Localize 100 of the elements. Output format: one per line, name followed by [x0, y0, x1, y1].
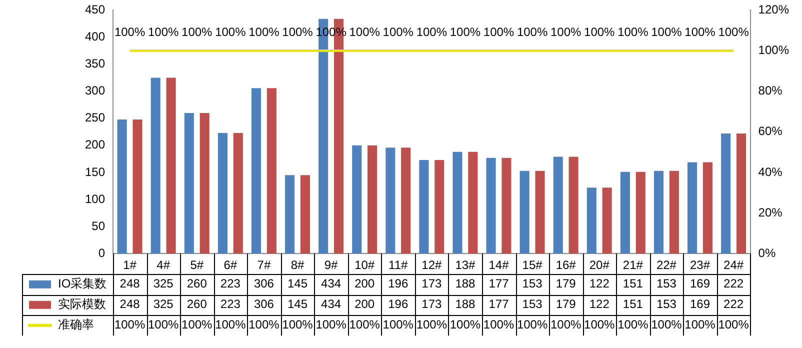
- text: 100%: [550, 25, 582, 40]
- bar: [586, 188, 596, 254]
- x-tick-label: 7#: [257, 258, 271, 272]
- text: 100%: [483, 25, 514, 40]
- text: 100%: [450, 25, 481, 40]
- data-label: 222: [724, 276, 744, 291]
- bar: [602, 188, 612, 254]
- data-label: 151: [622, 297, 644, 312]
- bar: [636, 172, 646, 254]
- y2-tick-label: 120%: [758, 2, 790, 17]
- bar: [184, 112, 194, 254]
- bar: [486, 158, 496, 254]
- y-tick-label: 100: [84, 192, 106, 206]
- bar: [401, 148, 411, 254]
- data-label: 434: [321, 297, 342, 312]
- y-tick-label: 250: [84, 110, 106, 125]
- x-tick-label: 12#: [422, 258, 442, 272]
- y2-tick-label: 0%: [758, 246, 776, 260]
- data-label: 179: [556, 297, 576, 312]
- data-label: 173: [422, 297, 442, 312]
- data-label: 188: [455, 297, 476, 312]
- text: 100%: [382, 25, 414, 40]
- bar: [368, 145, 378, 254]
- data-label: 100%: [182, 318, 213, 332]
- data-label: 153: [522, 297, 543, 312]
- bar: [419, 160, 429, 254]
- x-tick-label: 15#: [522, 258, 543, 272]
- data-label: 434: [321, 276, 342, 291]
- y-tick-label: 300: [84, 84, 106, 98]
- bar: [553, 156, 563, 254]
- data-label: 100%: [416, 318, 448, 332]
- bar: [568, 156, 578, 254]
- bar: [233, 132, 243, 254]
- text: 100%: [651, 25, 682, 40]
- text: 100%: [114, 25, 146, 40]
- data-label: 100%: [684, 318, 716, 332]
- data-label: 100%: [148, 318, 180, 332]
- bar: [132, 119, 142, 254]
- data-label: 169: [690, 297, 710, 312]
- data-label: 100%: [483, 318, 514, 332]
- x-tick-label: 6#: [224, 258, 238, 272]
- y2-tick-label: 60%: [758, 124, 783, 138]
- data-label: 173: [422, 276, 442, 291]
- data-label: 122: [589, 276, 610, 291]
- bar: [352, 145, 362, 254]
- data-label: 145: [287, 297, 308, 312]
- data-label: 151: [622, 276, 644, 291]
- y2-tick-label: 20%: [758, 205, 783, 220]
- y-tick-label: 200: [84, 138, 106, 152]
- data-label: 100%: [349, 318, 380, 332]
- text: 100%: [215, 25, 246, 40]
- x-tick-label: 10#: [354, 258, 375, 272]
- text: 100%: [516, 25, 548, 40]
- data-label: 100%: [382, 318, 414, 332]
- y-tick-label: 350: [84, 56, 106, 71]
- y2-tick-label: 40%: [758, 164, 783, 179]
- legend-label: IO采集数: [58, 276, 107, 291]
- data-label: 260: [186, 297, 208, 312]
- data-label: 200: [354, 297, 375, 312]
- bar: [150, 78, 160, 254]
- x-tick-label: 24#: [724, 258, 744, 272]
- x-tick-label: 23#: [690, 258, 710, 272]
- x-tick-label: 22#: [656, 258, 677, 272]
- data-label: 153: [522, 276, 543, 291]
- data-label: 260: [186, 276, 208, 291]
- bar: [520, 170, 530, 254]
- text: 100%: [684, 25, 716, 40]
- x-tick-label: 8#: [290, 258, 304, 272]
- x-tick-label: 16#: [556, 258, 576, 272]
- bar: [452, 152, 462, 254]
- x-tick-label: 14#: [488, 258, 510, 272]
- data-label: 100%: [550, 318, 582, 332]
- bar: [117, 119, 127, 254]
- data-label: 306: [254, 276, 274, 291]
- text: 100%: [316, 25, 346, 40]
- data-label: 179: [556, 276, 576, 291]
- data-label: 222: [724, 297, 744, 312]
- bar: [535, 170, 545, 254]
- bar: [266, 88, 276, 254]
- data-label: 153: [656, 297, 677, 312]
- text: 100%: [349, 25, 380, 40]
- y2-tick-label: 80%: [758, 84, 783, 98]
- data-label: 100%: [316, 318, 347, 332]
- y-tick-label: 400: [84, 30, 106, 44]
- bar: [654, 170, 664, 254]
- bar: [285, 175, 295, 254]
- data-label: 100%: [516, 318, 548, 332]
- data-label: 100%: [584, 318, 616, 332]
- text: 100%: [182, 25, 212, 40]
- data-label: 223: [220, 297, 241, 312]
- text: 100%: [148, 25, 179, 40]
- x-tick-label: 9#: [324, 258, 338, 272]
- data-label: 169: [690, 276, 710, 291]
- data-label: 196: [388, 276, 408, 291]
- bar: [300, 175, 310, 254]
- bar: [218, 132, 228, 254]
- bar: [502, 158, 512, 254]
- data-label: 122: [589, 297, 610, 312]
- bar: [736, 134, 746, 254]
- data-label: 200: [354, 276, 375, 291]
